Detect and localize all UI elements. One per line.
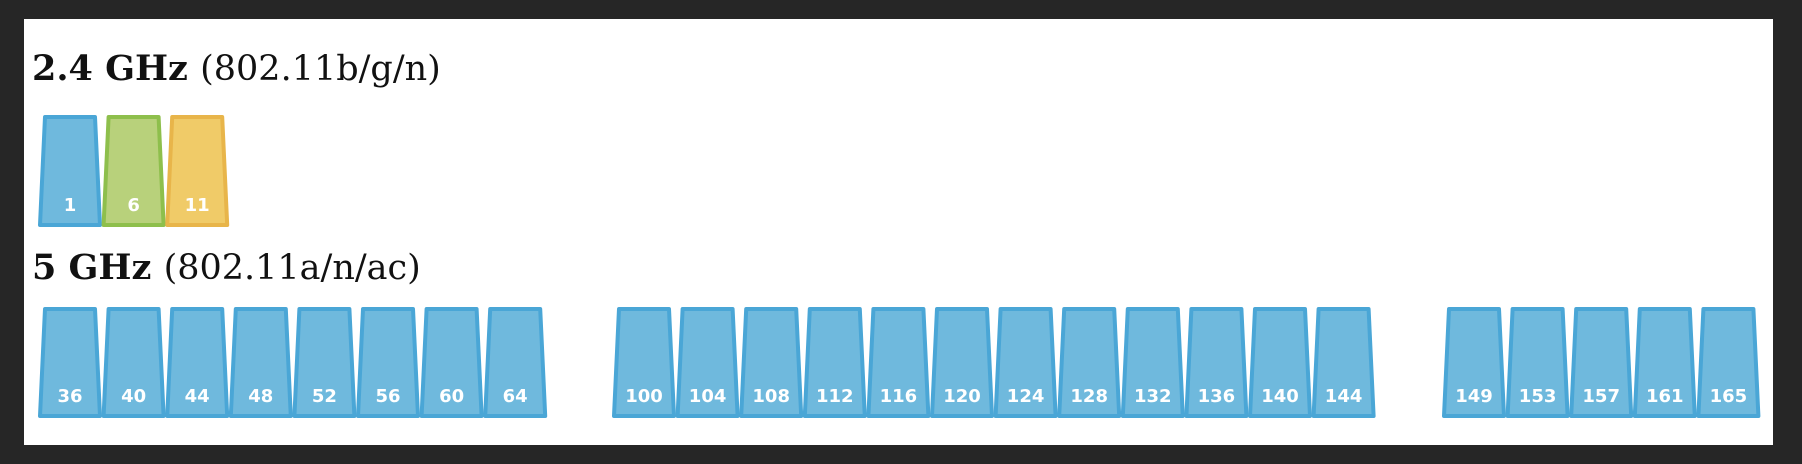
channel-label: 60: [439, 386, 464, 407]
channel-label: 124: [1007, 386, 1045, 407]
channel-tile: 48: [231, 309, 291, 416]
channel-tile: 153: [1508, 309, 1568, 416]
channel-label: 128: [1070, 386, 1108, 407]
channel-label: 48: [248, 386, 273, 407]
channel-tile: 120: [932, 309, 992, 416]
channel-label: 149: [1455, 386, 1493, 407]
channel-label: 157: [1582, 386, 1620, 407]
channel-tile: 157: [1571, 309, 1631, 416]
channel-label: 120: [943, 386, 981, 407]
channel-tile: 128: [1059, 309, 1119, 416]
channel-label: 56: [375, 386, 400, 407]
channel-label: 36: [57, 386, 82, 407]
channel-label: 104: [689, 386, 727, 407]
channel-tile: 132: [1123, 309, 1183, 416]
channel-tile: 44: [167, 309, 227, 416]
channel-tile: 100: [614, 309, 674, 416]
channel-label: 144: [1325, 386, 1363, 407]
channel-label: 153: [1519, 386, 1557, 407]
channel-tile: 112: [805, 309, 865, 416]
channel-tile: 56: [358, 309, 418, 416]
channel-tile: 116: [868, 309, 928, 416]
channel-tile: 64: [485, 309, 545, 416]
channel-tile: 52: [294, 309, 354, 416]
channel-label: 108: [752, 386, 790, 407]
channel-tile: 165: [1698, 309, 1758, 416]
channel-tile: 144: [1314, 309, 1374, 416]
channel-tile: 124: [996, 309, 1056, 416]
channel-tile: 60: [422, 309, 482, 416]
channel-label: 165: [1710, 386, 1748, 407]
channel-tile: 40: [104, 309, 164, 416]
channel-label: 64: [503, 386, 528, 407]
channel-label: 100: [625, 386, 663, 407]
channel-label: 52: [312, 386, 337, 407]
channel-tile: 161: [1635, 309, 1695, 416]
channel-tile: 140: [1250, 309, 1310, 416]
channel-tile: 136: [1186, 309, 1246, 416]
channel-label: 44: [185, 386, 210, 407]
channel-tile: 108: [741, 309, 801, 416]
channel-tile: 149: [1444, 309, 1504, 416]
channel-label: 132: [1134, 386, 1172, 407]
channel-label: 40: [121, 386, 146, 407]
channel-label: 136: [1198, 386, 1236, 407]
channel-diagram: 2.4 GHz (802.11b/g/n) 1 6 11 5 GHz (802.11…: [24, 19, 1773, 445]
channel-tile: 36: [40, 309, 100, 416]
channel-tile: 104: [678, 309, 738, 416]
channel-label: 116: [880, 386, 918, 407]
band-5ghz-channels: 36 40 44 48 52 56 60 64 100 104 108 112 116 120 124 128…: [24, 19, 1773, 445]
channel-label: 140: [1261, 386, 1299, 407]
channel-label: 112: [816, 386, 854, 407]
channel-label: 161: [1646, 386, 1684, 407]
